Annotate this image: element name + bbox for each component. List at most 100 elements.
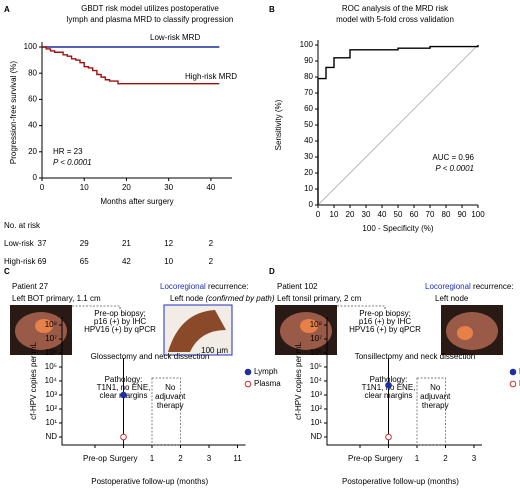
x-tick-label: 2 [178,454,183,463]
x-tick-label: 40 [378,210,387,219]
pathology-note: clear margins [364,391,412,400]
legend-marker [509,368,517,376]
adjuvant-note: No [430,383,441,392]
y-axis-label: cf-HPV copies per mL [294,342,303,420]
x-axis-label: 100 - Specificity (%) [362,224,433,233]
risk-count: 2 [209,257,214,266]
node-site: Left node [435,294,469,303]
x-tick-label: 40 [206,183,215,192]
recurrence: Locoregional recurrence: [160,282,249,291]
adjuvant-note: No [165,383,176,392]
legend-marker [244,380,252,388]
recurrence-text: recurrence: [473,282,513,291]
legend-marker [244,368,252,376]
recurrence: Locoregional recurrence: [425,282,514,291]
x-tick-label: 20 [346,210,355,219]
risk-count: 65 [80,257,89,266]
panel-label: D [269,267,275,276]
node-note: (confirmed by path) [206,294,275,303]
risk-count: 10 [164,257,173,266]
scale-bar: 100 µm [201,346,228,355]
chart-title: ROC analysis of the MRD risk [342,4,449,13]
annotation: HR = 23 [53,147,83,156]
x-tick-label: 100 [471,210,485,219]
adjuvant-box [416,377,446,446]
risk-count: 12 [164,239,173,248]
y-tick-label: 60 [28,95,37,104]
adjuvant-note: therapy [157,401,184,410]
biopsy-note: Pre-op biopsy; [359,309,411,318]
x-tick-label: 1 [150,454,155,463]
y-tick-label: 10⁴ [45,376,58,385]
y-tick-label: 20 [28,147,37,156]
legend-label: Lymph [254,367,278,376]
y-tick-label: 10⁶ [310,348,322,357]
risk-count: 37 [38,239,47,248]
adjuvant-note: adjuvant [420,392,451,401]
x-tick-label: 3 [472,454,477,463]
x-tick-label: 0 [40,183,45,192]
x-tick-label: 50 [394,210,403,219]
biopsy-arrow [337,305,386,309]
biopsy-note: p16 (+) by IHC [94,317,146,326]
y-tick-label: 10³ [45,390,57,399]
primary-site: Left tonsil primary, 2 cm [277,294,362,303]
risk-count: 42 [122,257,131,266]
y-axis-label: Progression-free survival (%) [9,61,18,164]
chart-title: lymph and plasma MRD to classify progres… [67,15,234,24]
chart-title: model with 5-fold cross validation [336,15,454,24]
x-tick-label: 30 [164,183,173,192]
histology-tissue [168,310,226,352]
risk-table-title: No. at risk [4,221,41,230]
y-tick-label: 60 [304,104,313,113]
y-tick-label: 10² [45,404,57,413]
y-tick-label: 90 [304,56,313,65]
x-tick-label: 10 [80,183,89,192]
x-tick-label: Surgery [374,454,402,463]
biopsy-note: p16 (+) by IHC [359,317,411,326]
y-tick-label: 0 [309,200,314,209]
node-site: Left node [170,294,204,303]
scan-hotspot [457,326,473,340]
biopsy-arrow [72,305,121,309]
adjuvant-box [151,377,181,446]
biopsy-note: Pre-op biopsy; [94,309,146,318]
y-tick-label: 80 [28,68,37,77]
pathology-note: T1N1, no ENE, [97,383,151,392]
y-tick-label: 10 [304,184,313,193]
data-point [120,433,127,441]
primary-site: Left BOT primary, 1.1 cm [12,294,101,303]
x-tick-label: 1 [415,454,420,463]
x-tick-label: 3 [207,454,212,463]
y-tick-label: 20 [304,168,313,177]
y-tick-label: ND [45,432,57,441]
x-axis-label: Postoperative follow-up (months) [91,477,208,486]
risk-row-name: High-risk [4,257,37,266]
panel-label: C [4,267,10,276]
y-axis-label: Sensitivity (%) [274,99,283,150]
x-tick-label: 11 [233,454,242,463]
surgery-label: Glossectomy and neck dissection [91,352,210,361]
y-tick-label: 70 [304,88,313,97]
axes [317,40,478,206]
risk-count: 69 [38,257,47,266]
node: Left node (confirmed by path) [170,294,275,303]
patient: Patient 102 [277,282,318,291]
x-tick-label: 10 [330,210,339,219]
y-tick-label: 10⁶ [45,348,57,357]
risk-count: 29 [80,239,89,248]
biopsy-note: HPV16 (+) by qPCR [349,325,421,334]
x-tick-label: 60 [410,210,419,219]
y-tick-label: 100 [300,40,314,49]
risk-count: 21 [122,239,131,248]
legend-marker [509,380,517,388]
pathology-note: Pathology: [370,375,408,384]
y-tick-label: 10⁴ [310,376,323,385]
x-tick-label: Surgery [109,454,137,463]
panel-label: B [269,5,275,14]
risk-count: 2 [209,239,214,248]
biopsy-note: HPV16 (+) by qPCR [84,325,156,334]
x-tick-label: Pre-op [83,454,108,463]
